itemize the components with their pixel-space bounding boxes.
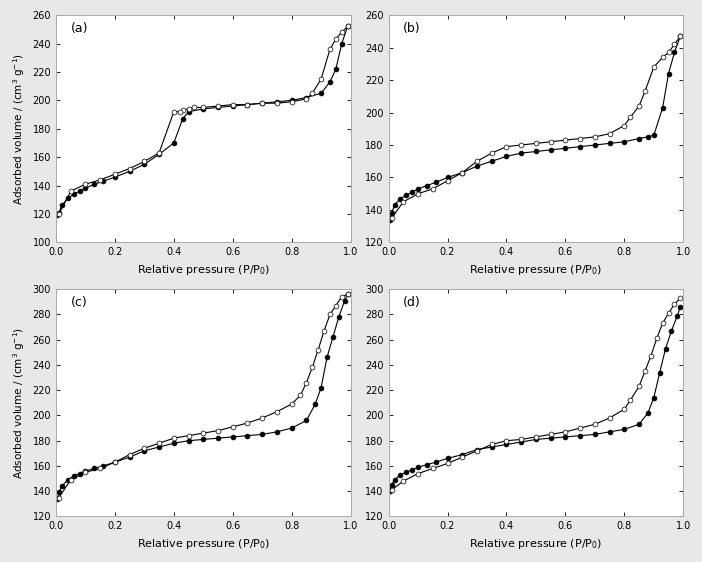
Text: (c): (c) — [71, 296, 88, 309]
Text: (a): (a) — [71, 22, 88, 35]
Text: (d): (d) — [404, 296, 421, 309]
Y-axis label: Adsorbed volume / (cm$^3$ g$^{-1}$): Adsorbed volume / (cm$^3$ g$^{-1}$) — [11, 327, 27, 479]
X-axis label: Relative pressure (P/P$_0$): Relative pressure (P/P$_0$) — [470, 263, 602, 277]
X-axis label: Relative pressure (P/P$_0$): Relative pressure (P/P$_0$) — [137, 263, 270, 277]
X-axis label: Relative pressure (P/P$_0$): Relative pressure (P/P$_0$) — [470, 537, 602, 551]
Y-axis label: Adsorbed volume / (cm$^3$ g$^{-1}$): Adsorbed volume / (cm$^3$ g$^{-1}$) — [11, 53, 27, 205]
Text: (b): (b) — [404, 22, 421, 35]
X-axis label: Relative pressure (P/P$_0$): Relative pressure (P/P$_0$) — [137, 537, 270, 551]
